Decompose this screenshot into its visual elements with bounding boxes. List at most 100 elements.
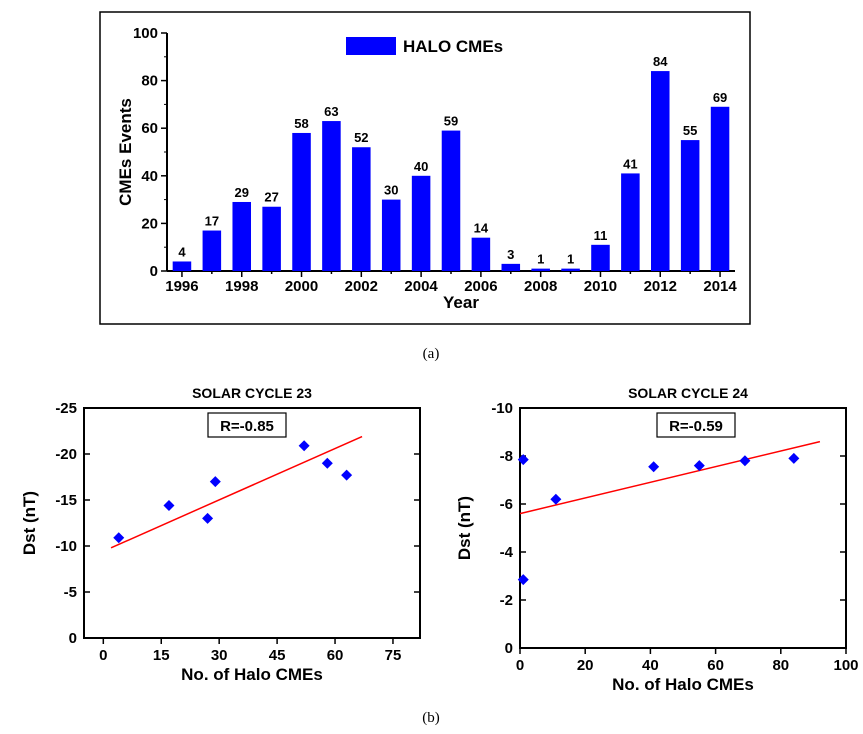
- x-axis-title: Year: [443, 293, 479, 312]
- bar-2012: [650, 71, 670, 271]
- y-tick-label: -25: [55, 400, 77, 417]
- x-tick-label: 60: [707, 657, 724, 674]
- data-point-6: [739, 455, 751, 467]
- data-label-2012: 84: [653, 54, 668, 69]
- fit-line: [519, 440, 821, 515]
- bar-2007: [501, 263, 521, 271]
- y-tick-label: 40: [141, 168, 158, 185]
- y-tick-label: -15: [55, 492, 77, 509]
- y-tick-label: -6: [500, 496, 513, 513]
- bar-2014: [710, 106, 730, 271]
- x-tick-label: 75: [385, 647, 402, 664]
- data-point-1: [113, 532, 125, 544]
- x-tick-label: 80: [772, 657, 789, 674]
- plot-title: SOLAR CYCLE 23: [192, 385, 312, 401]
- data-label-2001: 63: [324, 104, 338, 119]
- correlation-label: R=-0.85: [220, 418, 274, 435]
- data-label-2005: 59: [444, 114, 458, 129]
- caption-a: (a): [423, 346, 440, 362]
- correlation-box: [207, 412, 287, 438]
- data-point-1: [517, 454, 529, 466]
- data-point-6: [321, 457, 333, 469]
- y-tick-label: 60: [141, 120, 158, 137]
- bar-2009: [561, 268, 580, 271]
- x-tick-label-2008: 2008: [524, 278, 557, 295]
- bar-2013: [680, 140, 700, 271]
- y-tick-label: -4: [500, 544, 514, 561]
- x-tick-label: 40: [642, 657, 659, 674]
- bar-2003: [381, 199, 401, 271]
- correlation-label: R=-0.59: [669, 418, 723, 435]
- y-tick-label: 0: [505, 640, 513, 657]
- y-tick-label: -2: [500, 592, 513, 609]
- data-label-2000: 58: [294, 116, 308, 131]
- bar-2002: [352, 147, 371, 271]
- x-tick-label: 0: [516, 657, 524, 674]
- plot-frame: [83, 407, 421, 639]
- y-axis-title: Dst (nT): [20, 491, 39, 555]
- data-label-2014: 69: [713, 90, 727, 105]
- y-tick-label: -5: [64, 584, 77, 601]
- y-tick-label: 80: [141, 73, 158, 90]
- y-tick-label: 20: [141, 215, 158, 232]
- x-axis-title: No. of Halo CMEs: [181, 665, 323, 684]
- data-label-2003: 30: [384, 183, 398, 198]
- data-point-5: [298, 440, 310, 452]
- y-axis-title: CMEs Events: [116, 98, 135, 206]
- data-label-2007: 3: [507, 247, 514, 262]
- data-label-2010: 11: [594, 228, 608, 243]
- y-tick-label: 100: [133, 25, 158, 42]
- y-axis-title: Dst (nT): [455, 496, 474, 560]
- y-tick-label: -8: [500, 448, 513, 465]
- bar-2000: [292, 132, 311, 271]
- data-point-7: [788, 452, 800, 464]
- x-tick-label: 15: [153, 647, 170, 664]
- data-label-2004: 40: [414, 159, 428, 174]
- plot-frame: [519, 407, 847, 649]
- data-point-3: [202, 512, 214, 524]
- y-tick-label: -10: [55, 538, 77, 555]
- x-tick-label-2014: 2014: [703, 278, 737, 295]
- y-tick-label: -10: [491, 400, 513, 417]
- bar-1998: [232, 201, 252, 271]
- data-point-3: [550, 493, 562, 505]
- x-tick-label-2002: 2002: [345, 278, 378, 295]
- x-tick-label-1998: 1998: [225, 278, 258, 295]
- data-label-1997: 17: [205, 214, 219, 229]
- plot-title: SOLAR CYCLE 24: [628, 385, 748, 401]
- data-label-1999: 27: [264, 190, 278, 205]
- x-axis-title: No. of Halo CMEs: [612, 675, 754, 694]
- data-label-2002: 52: [354, 130, 368, 145]
- x-tick-label-2000: 2000: [285, 278, 318, 295]
- bar-1999: [262, 206, 281, 271]
- scatter-chart-cycle-23: SOLAR CYCLE 23 0 -5 -10 -15 -20 -25 0 15 30 45 60 75…: [20, 385, 421, 684]
- x-tick-label-2004: 2004: [404, 278, 438, 295]
- bar-2011: [621, 173, 640, 271]
- x-tick-label: 100: [833, 657, 858, 674]
- x-tick-label: 20: [577, 657, 594, 674]
- panel-a-frame: [99, 11, 751, 325]
- data-point-7: [341, 469, 353, 481]
- data-label-2008: 1: [537, 252, 544, 267]
- y-tick-label: 0: [69, 630, 77, 647]
- scatter-chart-cycle-24: SOLAR CYCLE 24 0 -2 -4 -6 -8 -10 0 20 40 60 80 100 R=…: [455, 385, 859, 694]
- data-label-1996: 4: [178, 244, 186, 259]
- bar-2006: [471, 237, 491, 271]
- bar-1997: [202, 230, 222, 271]
- correlation-box: [656, 412, 736, 438]
- data-label-2013: 55: [683, 123, 697, 138]
- fit-line: [110, 435, 363, 549]
- data-label-1998: 29: [235, 185, 249, 200]
- data-point-2: [163, 500, 175, 512]
- x-tick-label: 45: [269, 647, 286, 664]
- data-point-4: [648, 461, 660, 473]
- legend-swatch: [346, 37, 396, 55]
- x-tick-label-2012: 2012: [644, 278, 677, 295]
- data-label-2011: 41: [623, 156, 637, 171]
- bar-2001: [322, 121, 341, 271]
- x-tick-label: 60: [327, 647, 344, 664]
- x-tick-label: 0: [99, 647, 107, 664]
- data-label-2009: 1: [567, 252, 574, 267]
